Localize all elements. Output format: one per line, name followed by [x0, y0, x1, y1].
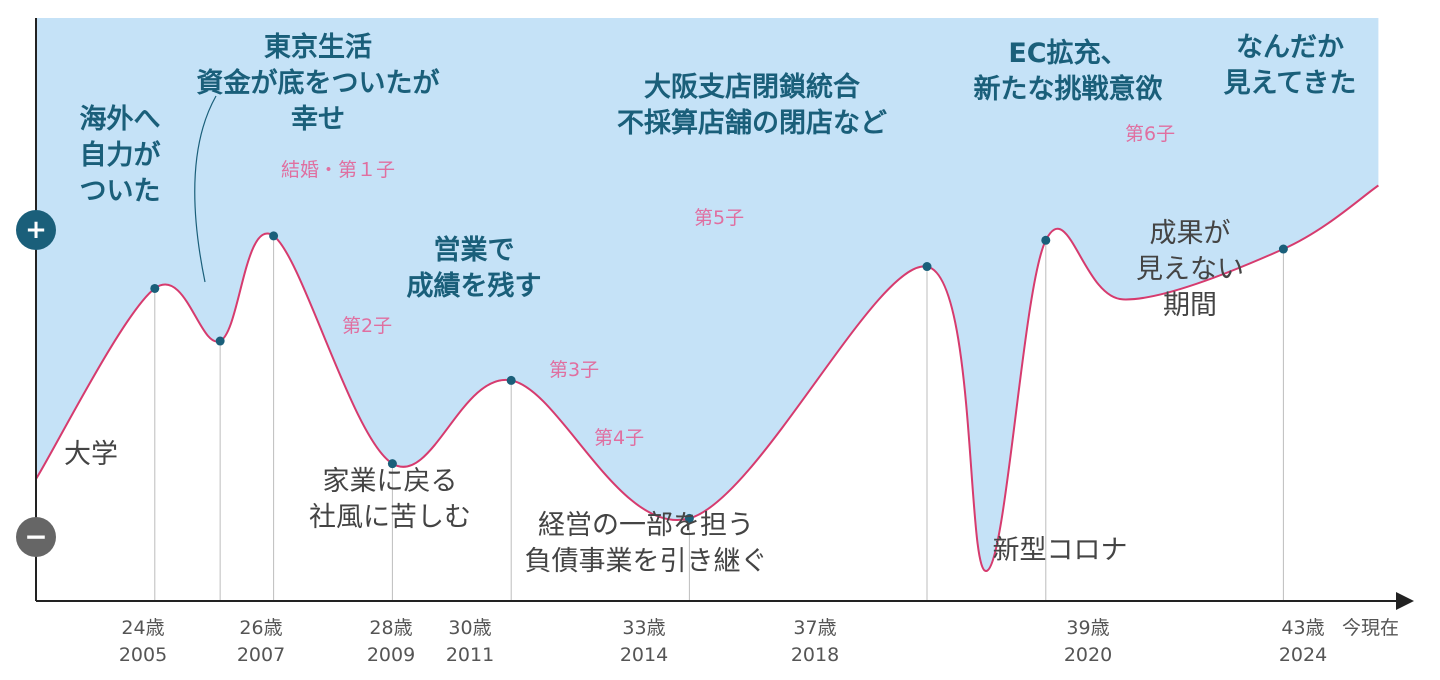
positive-area-fill [36, 18, 1379, 572]
annotation: 第5子 [694, 207, 744, 229]
annotation: 第6子 [1125, 123, 1175, 145]
annotation: EC拡充、新たな挑戦意欲 [974, 37, 1163, 105]
annotation: 結婚・第１子 [281, 159, 395, 181]
minus-circle [16, 517, 56, 557]
x-tick-year: 2009 [367, 644, 415, 666]
annotation-line: 見えてきた [1224, 68, 1357, 99]
annotation-line: 第2子 [342, 315, 392, 337]
annotation-line: 社風に苦しむ [309, 502, 471, 533]
annotation-line: ついた [80, 176, 161, 207]
year-gridlines [154, 235, 1284, 601]
data-point [387, 459, 397, 469]
annotation-line: 家業に戻る [323, 466, 458, 497]
x-tick-year: 2024 [1279, 644, 1327, 666]
plus-symbol: + [25, 215, 47, 245]
x-axis-arrow-icon [1396, 592, 1414, 610]
x-tick-age: 28歳 [369, 617, 412, 639]
data-point [150, 283, 160, 293]
annotation-line: 海外へ [80, 104, 161, 135]
annotation: 第3子 [549, 359, 599, 381]
x-tick-age: 39歳 [1066, 617, 1109, 639]
x-tick-age: 30歳 [448, 617, 491, 639]
annotation-line: 自力が [80, 139, 161, 171]
minus-symbol: − [24, 520, 47, 553]
annotation-line: 期間 [1163, 290, 1217, 321]
annotation: 第2子 [342, 315, 392, 337]
x-tick-age: 43歳 [1281, 617, 1324, 639]
annotation-line: 負債事業を引き継ぐ [525, 546, 768, 577]
minus-marker: − [16, 517, 56, 557]
annotation-line: 東京生活 [264, 31, 372, 63]
annotation-line: 第5子 [694, 207, 744, 229]
x-axis-label: 今現在 [1342, 617, 1399, 639]
x-tick-labels: 24歳 2005 26歳 2007 28歳 2009 30歳 2011 33歳 2014 37歳 20… [119, 617, 1327, 666]
annotation-line: 第3子 [549, 359, 599, 381]
annotation-line: 幸せ [291, 104, 345, 135]
annotation-callout-line [194, 95, 217, 283]
x-tick-year: 2005 [119, 644, 167, 666]
x-tick-year: 2007 [237, 644, 285, 666]
x-tick-year: 2020 [1064, 644, 1112, 666]
annotation-line: 新たな挑戦意欲 [974, 73, 1163, 105]
plus-marker: + [16, 210, 56, 250]
annotation-line: EC拡充、 [1008, 37, 1127, 69]
data-point [684, 513, 694, 523]
annotation-line: 結婚・第１子 [281, 159, 395, 181]
annotation-line: 成果が [1150, 218, 1231, 249]
annotation-line: 見えない [1136, 254, 1244, 285]
series-markers [150, 231, 1288, 523]
plus-circle [16, 210, 56, 250]
x-tick-year: 2018 [791, 644, 839, 666]
annotation-line: 第6子 [1125, 123, 1175, 145]
x-tick-year: 2014 [620, 644, 668, 666]
annotation-line: 大阪支店閉鎖統合 [644, 71, 860, 103]
data-point [1041, 235, 1051, 245]
annotation-line: 成績を残す [407, 270, 542, 302]
annotation-line: なんだか [1236, 32, 1344, 63]
data-point [506, 375, 516, 385]
x-tick-age: 33歳 [622, 617, 665, 639]
annotation-line: 不採算店舗の閉店など [617, 107, 887, 139]
annotation: 新型コロナ [993, 535, 1128, 566]
data-point [269, 231, 279, 241]
annotation: 大学 [64, 439, 118, 470]
data-point [215, 336, 225, 346]
annotations: 海外へ自力がついた東京生活資金が底をついたが幸せ結婚・第１子営業で成績を残す大阪… [64, 31, 1356, 577]
annotation-line: 経営の一部を担う [538, 510, 754, 541]
annotation-line: 大学 [64, 439, 118, 470]
series-line [35, 184, 1379, 573]
x-tick-age: 26歳 [239, 617, 282, 639]
x-tick-age: 24歳 [121, 617, 164, 639]
annotation-line: 資金が底をついたが [197, 67, 440, 99]
x-tick-age: 37歳 [793, 617, 836, 639]
annotation-line: 第4子 [594, 427, 644, 449]
data-point [1278, 244, 1288, 254]
annotation: 第4子 [594, 427, 644, 449]
annotation-line: 営業で [434, 234, 515, 266]
x-tick-year: 2011 [446, 644, 494, 666]
annotation-line: 新型コロナ [993, 535, 1128, 566]
data-point [922, 262, 932, 272]
